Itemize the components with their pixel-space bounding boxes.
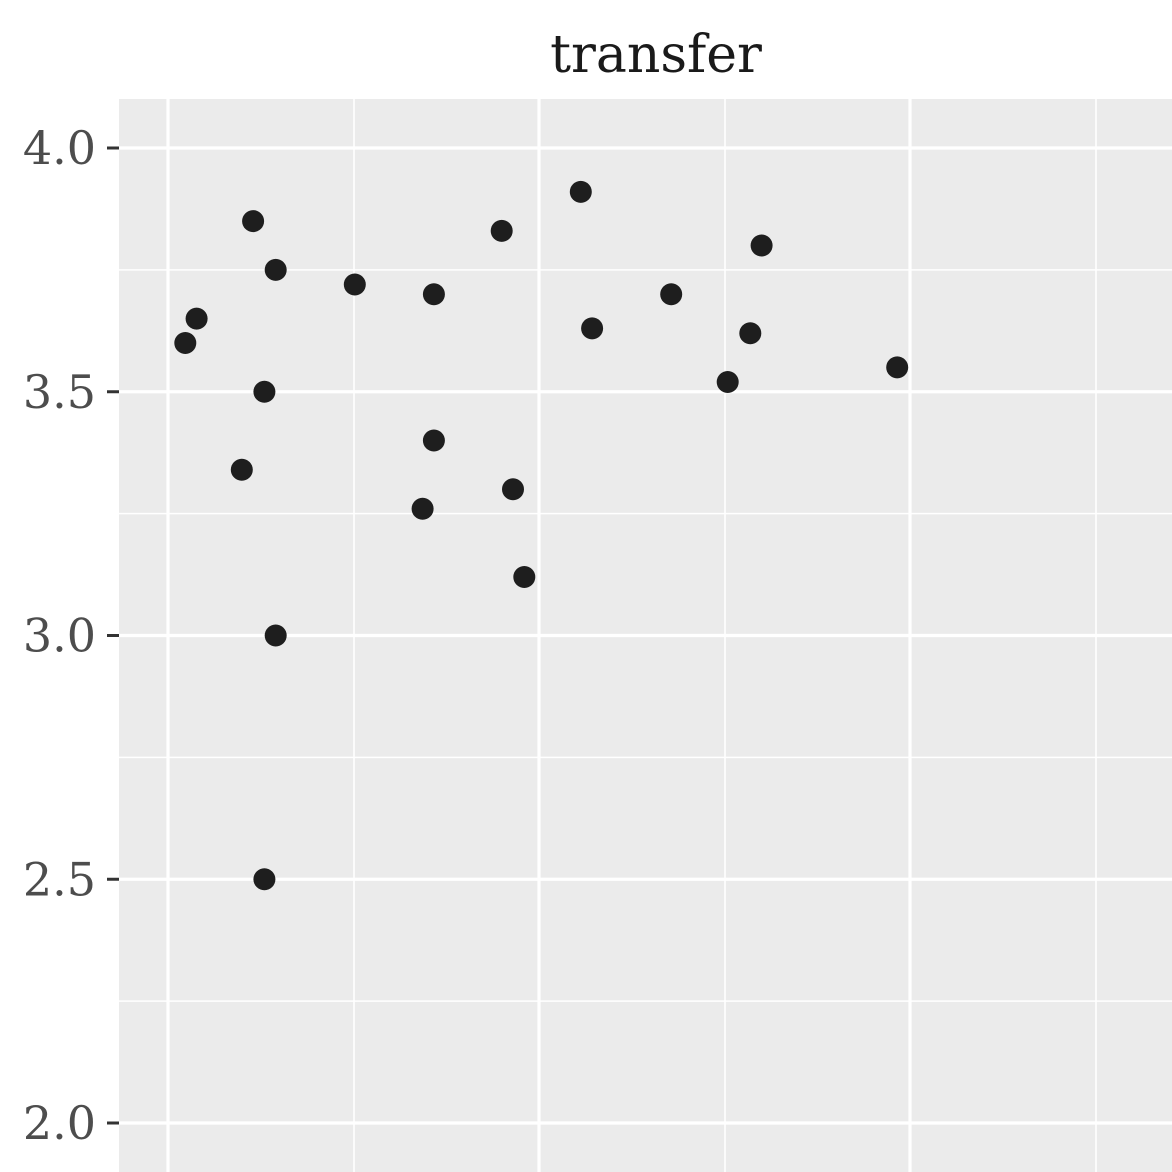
data-point [185, 307, 208, 330]
data-point [739, 322, 762, 345]
y-axis: 2.0 2.5 3.0 3.5 4.0 [23, 121, 119, 1150]
data-points [174, 180, 909, 891]
y-tick-label: 2.0 [23, 1096, 96, 1150]
y-tick-label: 3.5 [23, 365, 96, 419]
data-point [581, 317, 604, 340]
data-point [253, 868, 276, 891]
data-point [422, 283, 445, 306]
data-point [242, 210, 265, 233]
grid-major-lines [119, 99, 1172, 1172]
y-tick-label: 4.0 [23, 121, 96, 175]
data-point [230, 458, 253, 481]
data-point [569, 180, 592, 203]
data-point [422, 429, 445, 452]
data-point [886, 356, 909, 379]
chart-title: transfer [550, 25, 762, 85]
data-point [750, 234, 773, 257]
data-point [660, 283, 683, 306]
data-point [264, 624, 287, 647]
y-tick-label: 3.0 [23, 609, 96, 663]
data-point [253, 380, 276, 403]
data-point [264, 258, 287, 281]
data-point [343, 273, 366, 296]
data-point [174, 332, 197, 354]
data-point [502, 478, 524, 501]
data-point [490, 219, 513, 242]
data-point [716, 371, 739, 393]
y-tick-label: 2.5 [23, 852, 96, 906]
data-point [411, 497, 434, 520]
data-point [513, 566, 536, 588]
